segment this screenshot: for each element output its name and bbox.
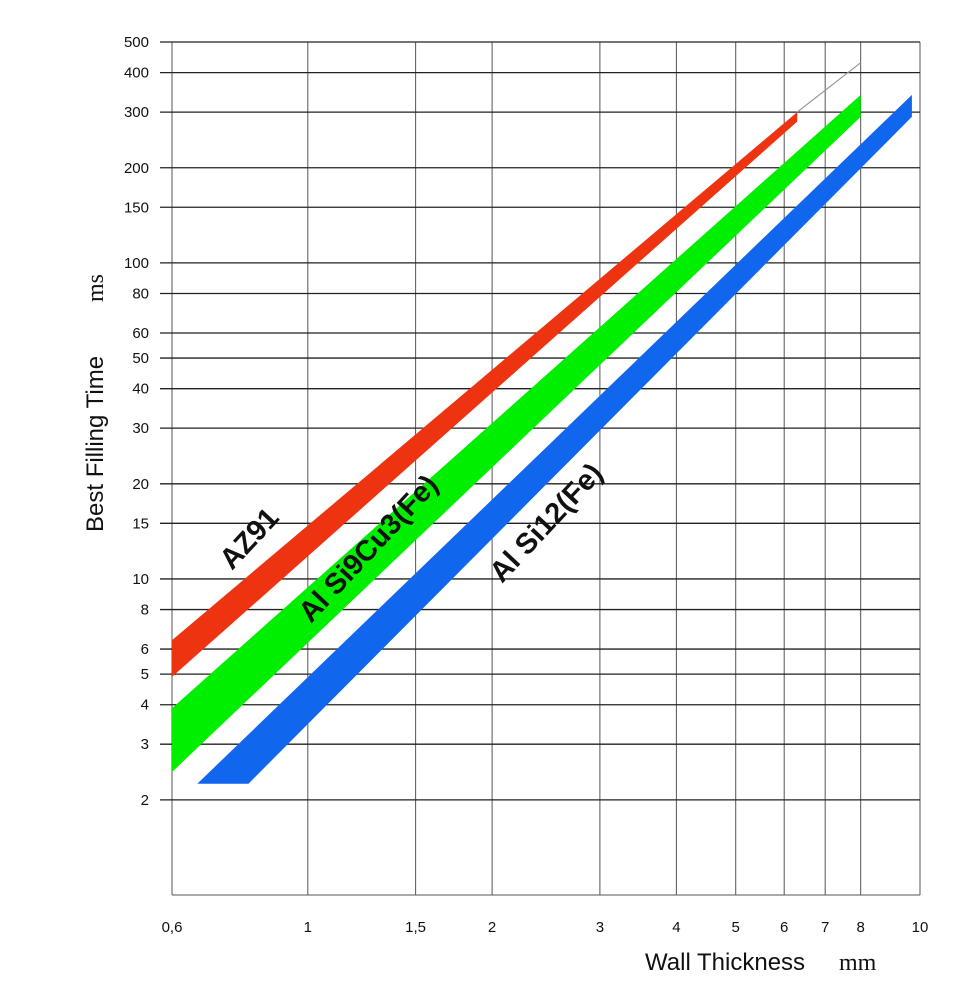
y-tick-label-30: 30 — [132, 420, 149, 437]
y-tick-label-4: 4 — [141, 697, 149, 714]
y-tick-label-80: 80 — [132, 286, 149, 303]
x-tick-label-10: 10 — [912, 919, 929, 936]
y-tick-label-6: 6 — [141, 641, 149, 658]
x-tick-label-6: 6 — [780, 919, 788, 936]
y-tick-label-20: 20 — [132, 476, 149, 493]
x-tick-label-1: 1 — [304, 919, 312, 936]
y-tick-label-40: 40 — [132, 381, 149, 398]
y-axis-title: Best Filling Time — [82, 356, 109, 532]
x-tick-label-8: 8 — [857, 919, 865, 936]
x-tick-label-5: 5 — [732, 919, 740, 936]
y-tick-label-300: 300 — [124, 104, 149, 121]
y-tick-label-2: 2 — [141, 792, 149, 809]
y-tick-label-3: 3 — [141, 736, 149, 753]
y-tick-label-60: 60 — [132, 325, 149, 342]
y-tick-label-50: 50 — [132, 350, 149, 367]
band-al-si12 — [197, 94, 912, 784]
y-axis-unit: ms — [83, 274, 109, 302]
x-tick-labels: 0,6 1 1,5 2 3 4 5 6 7 8 10 — [162, 919, 929, 936]
series-bands — [172, 62, 912, 784]
x-axis-title: Wall Thickness — [645, 949, 805, 976]
x-tick-label-3: 3 — [596, 919, 604, 936]
band-al-si9cu3 — [172, 94, 861, 772]
x-tick-label-0-6: 0,6 — [162, 919, 183, 936]
x-tick-label-2: 2 — [488, 919, 496, 936]
y-tick-label-10: 10 — [132, 571, 149, 588]
y-tick-label-200: 200 — [124, 160, 149, 177]
band-az91 — [172, 112, 798, 677]
x-axis-unit: mm — [839, 950, 877, 976]
x-tick-label-1-5: 1,5 — [405, 919, 426, 936]
y-tick-label-8: 8 — [141, 602, 149, 619]
y-tick-label-400: 400 — [124, 65, 149, 82]
y-tick-label-15: 15 — [132, 515, 149, 532]
x-tick-label-7: 7 — [821, 919, 829, 936]
x-tick-label-4: 4 — [672, 919, 680, 936]
y-gridlines — [160, 41, 920, 896]
band-az91-extension — [796, 62, 862, 113]
x-gridlines — [171, 42, 921, 895]
y-tick-label-5: 5 — [141, 666, 149, 683]
y-tick-label-100: 100 — [124, 255, 149, 272]
y-tick-labels: 2 3 4 5 6 8 10 15 20 30 40 50 60 80 100 150 200 300 400 500 — [124, 34, 149, 809]
y-tick-label-500: 500 — [124, 34, 149, 51]
y-tick-label-150: 150 — [124, 199, 149, 216]
